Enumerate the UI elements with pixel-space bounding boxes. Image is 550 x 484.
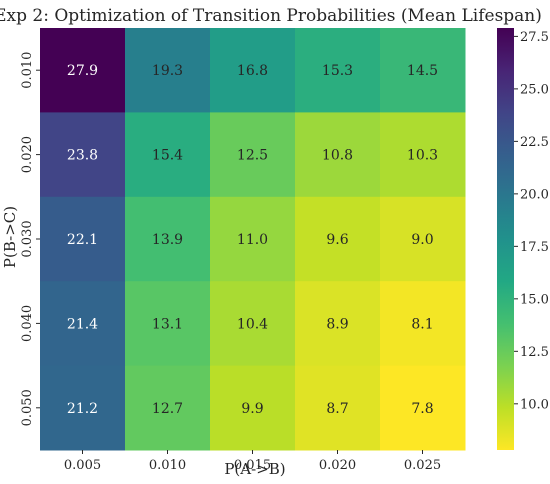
colorbar-gradient — [497, 28, 514, 450]
cell-value-label: 8.1 — [411, 316, 433, 332]
y-tick-label: 0.030 — [20, 220, 35, 257]
x-tick-label: 0.015 — [234, 458, 271, 473]
y-tick-label: 0.020 — [20, 136, 35, 173]
heatmap-cell — [40, 281, 126, 367]
y-axis-label: P(B->C) — [1, 206, 19, 268]
heatmap-cell — [210, 281, 296, 367]
heatmap-cell — [380, 281, 466, 367]
colorbar-tick-label: 12.5 — [520, 345, 549, 360]
heatmap-cells: 27.9 19.3 16.8 15.3 14.5 23.8 15.4 12.5 10.8 10.3… — [40, 28, 466, 451]
colorbar-tick-label: 20.0 — [520, 187, 549, 202]
cell-value-label: 15.4 — [152, 148, 183, 164]
heatmap-cell — [210, 196, 296, 282]
x-tick-label: 0.020 — [319, 458, 356, 473]
y-axis-ticks: 0.010 0.020 0.030 0.040 0.050 — [20, 52, 40, 426]
heatmap-cell — [380, 196, 466, 282]
cell-value-label: 13.9 — [152, 232, 183, 248]
cell-value-label: 19.3 — [152, 63, 183, 79]
heatmap-cell — [295, 281, 381, 367]
cell-value-label: 9.6 — [326, 232, 348, 248]
heatmap-cell — [125, 196, 211, 282]
cell-value-label: 9.0 — [411, 232, 433, 248]
y-tick-label: 0.010 — [20, 52, 35, 89]
cell-value-label: 21.4 — [67, 316, 98, 332]
cell-value-label: 10.8 — [322, 148, 353, 164]
cell-value-label: 9.9 — [241, 401, 263, 417]
heatmap-cell — [295, 112, 381, 198]
heatmap-cell — [295, 365, 381, 451]
cell-value-label: 12.5 — [237, 148, 268, 164]
heatmap-cell — [40, 365, 126, 451]
colorbar-tick-label: 10.0 — [520, 397, 549, 412]
cell-value-label: 8.7 — [326, 401, 348, 417]
x-axis-label: P(A->B) — [224, 460, 285, 478]
chart-title: Exp 2: Optimization of Transition Probab… — [0, 6, 542, 26]
heatmap-cell — [125, 281, 211, 367]
heatmap-cell — [125, 365, 211, 451]
colorbar-tick-label: 17.5 — [520, 240, 549, 255]
heatmap-cell — [125, 112, 211, 198]
heatmap-cell — [40, 112, 126, 198]
cell-value-label: 10.4 — [237, 316, 268, 332]
cell-value-label: 12.7 — [152, 401, 183, 417]
cell-value-label: 8.9 — [326, 316, 348, 332]
heatmap-cell — [40, 196, 126, 282]
y-tick-label: 0.040 — [20, 305, 35, 342]
cell-value-label: 13.1 — [152, 316, 183, 332]
x-tick-label: 0.010 — [149, 458, 186, 473]
x-axis-ticks: 0.005 0.010 0.015 0.020 0.025 — [64, 450, 441, 473]
cell-value-label: 7.8 — [411, 401, 433, 417]
cell-value-label: 16.8 — [237, 63, 268, 79]
cell-value-label: 14.5 — [407, 63, 438, 79]
colorbar-tick-label: 27.5 — [520, 30, 549, 45]
cell-value-label: 23.8 — [67, 148, 98, 164]
heatmap-cell — [125, 28, 211, 113]
cell-value-label: 27.9 — [67, 63, 98, 79]
heatmap-cell — [380, 28, 466, 113]
heatmap-cell — [210, 365, 296, 451]
x-tick-label: 0.025 — [404, 458, 441, 473]
heatmap-cell — [295, 196, 381, 282]
colorbar-tick-label: 25.0 — [520, 82, 549, 97]
heatmap-cell — [210, 112, 296, 198]
cell-value-label: 21.2 — [67, 401, 98, 417]
heatmap-cell — [380, 365, 466, 451]
cell-value-label: 22.1 — [67, 232, 98, 248]
colorbar-tick-label: 22.5 — [520, 135, 549, 150]
heatmap-cell — [40, 28, 126, 113]
cell-value-label: 11.0 — [237, 232, 268, 248]
heatmap-cell — [210, 28, 296, 113]
x-tick-label: 0.005 — [64, 458, 101, 473]
cell-value-label: 15.3 — [322, 63, 353, 79]
heatmap-cell — [380, 112, 466, 198]
cell-value-label: 10.3 — [407, 148, 438, 164]
y-tick-label: 0.050 — [20, 389, 35, 426]
heatmap-cell — [295, 28, 381, 113]
colorbar: 10.0 12.5 15.0 17.5 20.0 22.5 25.0 27.5 — [497, 28, 549, 450]
colorbar-tick-label: 15.0 — [520, 292, 549, 307]
